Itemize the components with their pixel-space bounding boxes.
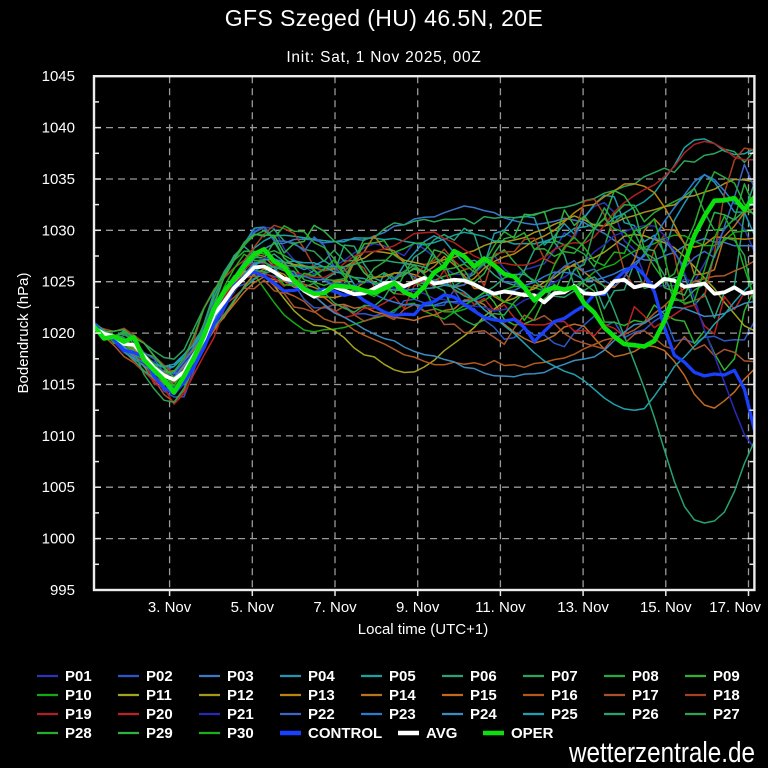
svg-text:OPER: OPER xyxy=(511,725,554,742)
svg-text:P27: P27 xyxy=(713,706,740,723)
svg-text:1000: 1000 xyxy=(42,531,75,548)
svg-text:3. Nov: 3. Nov xyxy=(148,599,192,616)
svg-text:P08: P08 xyxy=(632,668,659,685)
svg-text:1040: 1040 xyxy=(42,120,75,137)
svg-text:P25: P25 xyxy=(551,706,578,723)
svg-text:AVG: AVG xyxy=(426,725,457,742)
svg-text:P24: P24 xyxy=(470,706,497,723)
svg-text:P17: P17 xyxy=(632,687,659,704)
svg-text:P09: P09 xyxy=(713,668,740,685)
svg-text:Init: Sat, 1 Nov 2025, 00Z: Init: Sat, 1 Nov 2025, 00Z xyxy=(286,49,481,66)
svg-text:P15: P15 xyxy=(470,687,497,704)
svg-text:P19: P19 xyxy=(65,706,92,723)
svg-text:1010: 1010 xyxy=(42,428,75,445)
svg-text:P12: P12 xyxy=(227,687,254,704)
svg-text:15. Nov: 15. Nov xyxy=(640,599,692,616)
svg-text:wetterzentrale.de: wetterzentrale.de xyxy=(568,737,755,768)
svg-text:1035: 1035 xyxy=(42,171,75,188)
svg-text:1015: 1015 xyxy=(42,377,75,394)
svg-text:P06: P06 xyxy=(470,668,497,685)
svg-text:P22: P22 xyxy=(308,706,335,723)
svg-text:P30: P30 xyxy=(227,725,254,742)
svg-text:Bodendruck (hPa): Bodendruck (hPa) xyxy=(15,273,32,394)
svg-text:GFS Szeged (HU) 46.5N, 20E: GFS Szeged (HU) 46.5N, 20E xyxy=(225,5,543,31)
svg-text:1025: 1025 xyxy=(42,274,75,291)
svg-text:P16: P16 xyxy=(551,687,578,704)
svg-text:5. Nov: 5. Nov xyxy=(231,599,275,616)
svg-text:P13: P13 xyxy=(308,687,335,704)
svg-text:13. Nov: 13. Nov xyxy=(557,599,609,616)
svg-text:P10: P10 xyxy=(65,687,92,704)
svg-text:9. Nov: 9. Nov xyxy=(396,599,440,616)
svg-text:995: 995 xyxy=(50,582,75,599)
svg-text:P05: P05 xyxy=(389,668,416,685)
svg-text:P29: P29 xyxy=(146,725,173,742)
svg-text:P02: P02 xyxy=(146,668,173,685)
svg-text:P11: P11 xyxy=(146,687,172,704)
svg-text:11. Nov: 11. Nov xyxy=(475,599,526,616)
svg-text:1045: 1045 xyxy=(42,68,75,85)
svg-text:P18: P18 xyxy=(713,687,740,704)
svg-text:P14: P14 xyxy=(389,687,416,704)
svg-text:P26: P26 xyxy=(632,706,659,723)
svg-text:1020: 1020 xyxy=(42,325,75,342)
svg-text:P01: P01 xyxy=(65,668,92,685)
svg-text:7. Nov: 7. Nov xyxy=(313,599,357,616)
svg-text:P04: P04 xyxy=(308,668,335,685)
svg-text:1005: 1005 xyxy=(42,479,75,496)
svg-text:Local time (UTC+1): Local time (UTC+1) xyxy=(358,621,488,638)
svg-text:P03: P03 xyxy=(227,668,254,685)
svg-text:P07: P07 xyxy=(551,668,578,685)
svg-text:P20: P20 xyxy=(146,706,173,723)
svg-text:17. Nov: 17. Nov xyxy=(709,599,761,616)
svg-text:P23: P23 xyxy=(389,706,416,723)
svg-text:P21: P21 xyxy=(227,706,254,723)
svg-text:P28: P28 xyxy=(65,725,92,742)
svg-text:1030: 1030 xyxy=(42,222,75,239)
svg-text:CONTROL: CONTROL xyxy=(308,725,382,742)
